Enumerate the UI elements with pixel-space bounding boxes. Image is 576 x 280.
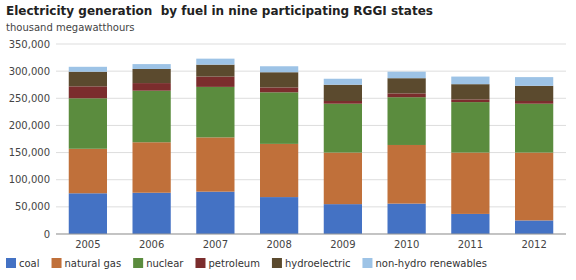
bar-segment xyxy=(133,142,171,192)
bar-segment xyxy=(388,93,426,97)
grid-line xyxy=(56,234,566,235)
bar-segment xyxy=(133,64,171,69)
bar-segment xyxy=(69,86,107,98)
subtitle: thousand megawatthours xyxy=(6,22,135,33)
legend-label: petroleum xyxy=(208,258,259,269)
bar-segment xyxy=(324,79,362,85)
bar-segment xyxy=(324,204,362,234)
bar-segment xyxy=(324,101,362,104)
bar-segment xyxy=(388,204,426,234)
bar-segment xyxy=(133,193,171,234)
bar-segment xyxy=(388,97,426,145)
bar-segment xyxy=(515,220,553,234)
bar-segment xyxy=(196,77,234,87)
bar-segment xyxy=(69,149,107,194)
bar-segment xyxy=(451,214,489,234)
bar-segment xyxy=(260,66,298,72)
grid-line xyxy=(56,44,566,45)
bar-segment xyxy=(69,72,107,87)
x-tick-label: 2009 xyxy=(330,239,355,250)
x-tick-label: 2008 xyxy=(266,239,291,250)
bar-segment xyxy=(260,92,298,144)
x-tick-label: 2006 xyxy=(139,239,164,250)
y-tick-label: 50,000 xyxy=(15,201,50,212)
bar-segment xyxy=(451,102,489,152)
x-tick-label: 2005 xyxy=(75,239,100,250)
bar-segment xyxy=(515,153,553,221)
bar-segment xyxy=(133,91,171,143)
bar-segment xyxy=(451,84,489,99)
series xyxy=(69,59,554,86)
bar-segment xyxy=(196,192,234,234)
y-tick-label: 100,000 xyxy=(9,174,50,185)
bar-segment xyxy=(260,87,298,92)
legend-swatch xyxy=(52,258,62,268)
legend-swatch xyxy=(133,258,143,268)
bars xyxy=(69,59,554,234)
bar-segment xyxy=(515,86,553,101)
y-tick-label: 350,000 xyxy=(9,39,50,50)
bar-segment xyxy=(388,78,426,93)
series xyxy=(69,65,554,101)
bar-segment xyxy=(133,69,171,83)
legend-label: natural gas xyxy=(65,258,122,269)
bar-segment xyxy=(260,72,298,87)
bar-segment xyxy=(324,85,362,101)
legend-swatch xyxy=(6,258,16,268)
legend-swatch xyxy=(272,258,282,268)
bar-segment xyxy=(324,153,362,205)
bar-segment xyxy=(196,59,234,65)
x-tick-label: 2010 xyxy=(394,239,419,250)
bar-segment xyxy=(451,153,489,214)
bar-segment xyxy=(515,101,553,104)
bar-segment xyxy=(515,104,553,153)
chart-container: Electricity generation by fuel in nine p… xyxy=(0,0,576,280)
legend-swatch xyxy=(362,258,372,268)
bar-segment xyxy=(451,77,489,85)
legend: coal natural gas nuclear petroleum hydroelec… xyxy=(6,258,487,269)
y-tick-label: 0 xyxy=(44,229,50,240)
legend-swatch xyxy=(195,258,205,268)
bar-segment xyxy=(196,65,234,77)
bar-segment xyxy=(196,87,234,137)
chart-svg: Electricity generation by fuel in nine p… xyxy=(0,0,576,280)
x-tick-label: 2012 xyxy=(521,239,546,250)
legend-label: hydroelectric xyxy=(285,258,351,269)
bar-segment xyxy=(69,67,107,72)
bar-segment xyxy=(69,193,107,234)
bar-segment xyxy=(388,72,426,79)
bar-segment xyxy=(260,144,298,197)
legend-label: nuclear xyxy=(146,258,184,269)
x-axis-line xyxy=(56,234,566,235)
y-tick-label: 300,000 xyxy=(9,66,50,77)
bar-segment xyxy=(196,137,234,191)
y-tick-label: 250,000 xyxy=(9,93,50,104)
legend-label: coal xyxy=(19,258,40,269)
bar-segment xyxy=(324,104,362,153)
bar-segment xyxy=(260,197,298,234)
bar-segment xyxy=(451,99,489,102)
bar-segment xyxy=(133,83,171,91)
legend-label: non-hydro renewables xyxy=(375,258,487,269)
title: Electricity generation by fuel in nine p… xyxy=(6,4,433,18)
bar-segment xyxy=(69,98,107,148)
y-tick-label: 150,000 xyxy=(9,147,50,158)
y-grid xyxy=(56,44,566,234)
x-tick-label: 2007 xyxy=(203,239,228,250)
bar-segment xyxy=(515,77,553,86)
y-tick-label: 200,000 xyxy=(9,120,50,131)
bar-segment xyxy=(388,145,426,204)
x-tick-label: 2011 xyxy=(458,239,483,250)
